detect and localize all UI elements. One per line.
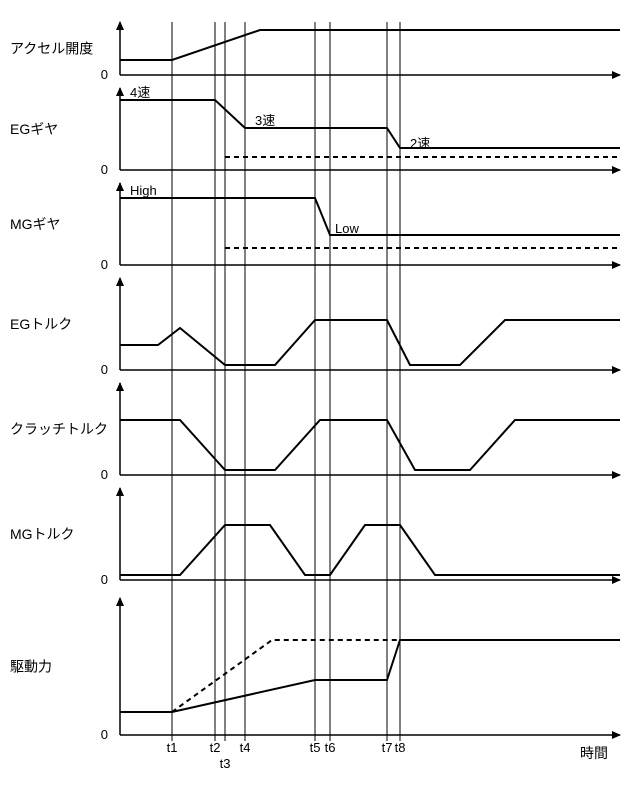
zero-eg_gear: 0 bbox=[101, 162, 108, 177]
series-eg_torque-0 bbox=[120, 320, 620, 365]
annot-eg_gear-2: 2速 bbox=[410, 136, 430, 151]
tick-label-t6: t6 bbox=[325, 740, 336, 755]
annot-eg_gear-0: 4速 bbox=[130, 85, 150, 100]
tick-label-t8: t8 bbox=[395, 740, 406, 755]
series-clutch_torque-0 bbox=[120, 420, 620, 470]
tick-label-t2: t2 bbox=[210, 740, 221, 755]
label-eg_torque: EGトルク bbox=[10, 316, 72, 332]
series-mg_torque-0 bbox=[120, 525, 620, 575]
timing-chart: アクセル開度 0 EGギヤ 0 4速 3速 2速 MGギヤ 0 High Low EGトルク 0 クラッチ… bbox=[0, 0, 640, 811]
series-accel-0 bbox=[120, 30, 620, 60]
label-drive_force: 駆動力 bbox=[10, 659, 52, 675]
series-eg_gear-0 bbox=[120, 100, 620, 148]
zero-eg_torque: 0 bbox=[101, 362, 108, 377]
series-drive_force-0 bbox=[120, 640, 620, 712]
series-drive_force-1 bbox=[172, 640, 400, 712]
zero-mg_gear: 0 bbox=[101, 257, 108, 272]
label-mg_torque: MGトルク bbox=[10, 526, 75, 542]
label-eg_gear: EGギヤ bbox=[10, 121, 58, 137]
zero-mg_torque: 0 bbox=[101, 572, 108, 587]
zero-accel: 0 bbox=[101, 67, 108, 82]
label-clutch_torque: クラッチトルク bbox=[10, 421, 108, 437]
tick-label-t5: t5 bbox=[310, 740, 321, 755]
label-mg_gear: MGギヤ bbox=[10, 216, 61, 232]
annot-mg_gear-1: Low bbox=[335, 221, 359, 236]
time-axis-label: 時間 bbox=[580, 745, 608, 761]
time-tick-labels: t1 t2t3 t4 t5 t6 t7t8 bbox=[167, 735, 406, 771]
tick-label-t3: t3 bbox=[220, 756, 231, 771]
tick-label-t7: t7 bbox=[382, 740, 393, 755]
tick-label-t4: t4 bbox=[240, 740, 251, 755]
annot-eg_gear-1: 3速 bbox=[255, 113, 275, 128]
label-accel: アクセル開度 bbox=[10, 41, 93, 57]
series-mg_gear-0 bbox=[120, 198, 620, 235]
zero-clutch_torque: 0 bbox=[101, 467, 108, 482]
annot-mg_gear-0: High bbox=[130, 183, 157, 198]
zero-drive_force: 0 bbox=[101, 727, 108, 742]
tick-label-t1: t1 bbox=[167, 740, 178, 755]
